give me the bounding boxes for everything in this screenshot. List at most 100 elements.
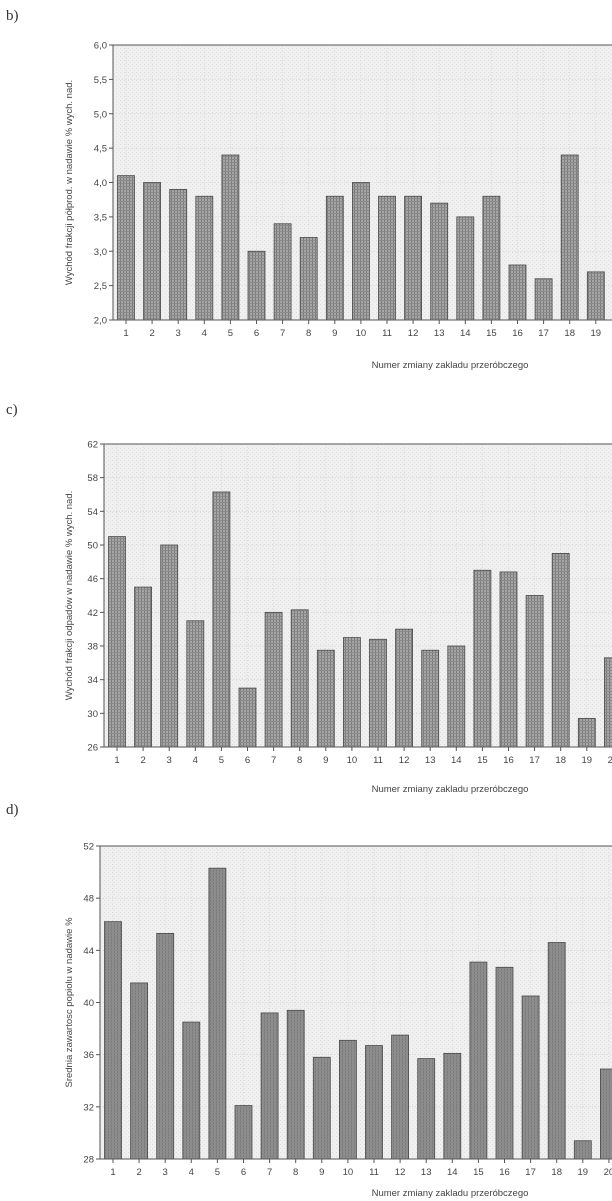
bar-16 [499,571,518,748]
y-tick-label: 62 [87,440,98,451]
bar-16 [495,966,514,1160]
bar-9 [316,649,335,748]
bar-9 [325,195,344,321]
y-tick-label: 2,5 [94,281,107,292]
x-tick-label: 16 [503,755,514,766]
y-axis-label: Wychód frakcji odpadów w nadawie % wych.… [64,491,75,701]
y-tick-label: 5,0 [94,109,107,120]
bar-5 [221,154,240,321]
x-tick-label: 2 [136,1167,141,1178]
x-tick-label: 15 [486,328,497,339]
bar-7 [260,1012,279,1160]
bar-1 [117,175,135,321]
x-tick-label: 3 [176,328,181,339]
x-tick-label: 19 [582,755,593,766]
x-tick-label: 8 [306,328,311,339]
bar-4 [186,620,205,748]
x-tick-label: 14 [451,755,462,766]
x-tick-label: 2 [140,755,145,766]
x-tick-label: 5 [215,1167,220,1178]
x-tick-label: 11 [373,755,383,766]
x-tick-label: 9 [319,1167,324,1178]
x-tick-label: 20 [608,755,612,766]
bar-10 [351,182,370,321]
y-tick-label: 54 [87,507,98,518]
x-axis-label: Numer zmiany zakladu przeróbczego [372,1188,529,1199]
x-tick-label: 18 [551,1167,562,1178]
y-tick-label: 30 [87,709,98,720]
bar-5 [212,491,231,748]
x-tick-label: 3 [163,1167,168,1178]
bar-9 [312,1056,331,1160]
x-tick-label: 6 [241,1167,246,1178]
x-tick-label: 13 [434,328,445,339]
x-tick-label: 15 [477,755,488,766]
y-tick-label: 40 [83,998,94,1009]
x-tick-label: 5 [228,328,233,339]
x-tick-label: 1 [114,755,119,766]
y-tick-label: 48 [83,894,94,905]
x-tick-label: 4 [193,755,198,766]
bar-20 [600,1068,612,1160]
y-tick-label: 34 [87,675,98,686]
y-tick-label: 46 [87,574,98,585]
bar-19 [573,1140,592,1160]
bar-8 [299,237,318,321]
y-tick-label: 38 [87,642,98,653]
x-tick-label: 2 [149,328,154,339]
x-tick-label: 12 [408,328,419,339]
bar-6 [247,250,266,321]
x-tick-label: 17 [529,755,540,766]
bar-2 [134,586,153,748]
bar-19 [586,271,605,321]
bar-12 [404,195,423,321]
bar-7 [264,611,283,748]
bar-1 [108,536,126,748]
plot-frame [103,443,612,748]
bar-17 [534,278,553,321]
x-tick-label: 3 [167,755,172,766]
y-tick-label: 58 [87,473,98,484]
y-tick-label: 6,0 [94,41,107,52]
x-tick-label: 7 [271,755,276,766]
x-tick-label: 19 [591,328,602,339]
bar-16 [508,264,527,321]
x-tick-label: 7 [267,1167,272,1178]
bar-10 [342,637,361,748]
bar-3 [156,932,175,1160]
bar-15 [473,569,492,748]
x-tick-label: 17 [538,328,549,339]
bar-11 [369,638,387,748]
y-tick-label: 42 [87,608,98,619]
x-tick-label: 15 [473,1167,484,1178]
bar-10 [338,1039,357,1160]
y-axis-label: Srednia zawartosc popiolu w nadawie % [64,917,75,1088]
bar-11 [365,1045,383,1160]
x-tick-label: 1 [110,1167,115,1178]
bar-20 [604,657,612,748]
bar-2 [143,182,162,321]
x-tick-label: 12 [395,1167,406,1178]
panel-label: b) [6,8,19,24]
x-tick-label: 17 [525,1167,536,1178]
bar-8 [286,1009,305,1160]
bar-13 [421,649,440,748]
bar-7 [273,223,292,321]
bar-18 [551,553,570,748]
x-tick-label: 11 [382,328,392,339]
bar-14 [447,645,466,748]
bar-19 [577,717,596,748]
x-tick-label: 6 [254,328,259,339]
bar-2 [130,982,149,1160]
bar-4 [195,195,214,321]
x-tick-label: 12 [399,755,410,766]
y-tick-label: 26 [87,743,98,754]
x-axis-label: Numer zmiany zakladu przeróbczego [372,360,529,371]
x-tick-label: 10 [343,1167,354,1178]
bar-14 [443,1052,462,1160]
bar-18 [560,154,579,321]
chart-0: b)2,02,53,03,54,04,55,05,56,01 2 3 4 5 6 7 8 9 10… [6,8,612,371]
x-tick-label: 13 [421,1167,432,1178]
bar-1 [104,921,122,1160]
y-tick-label: 4,5 [94,144,107,155]
